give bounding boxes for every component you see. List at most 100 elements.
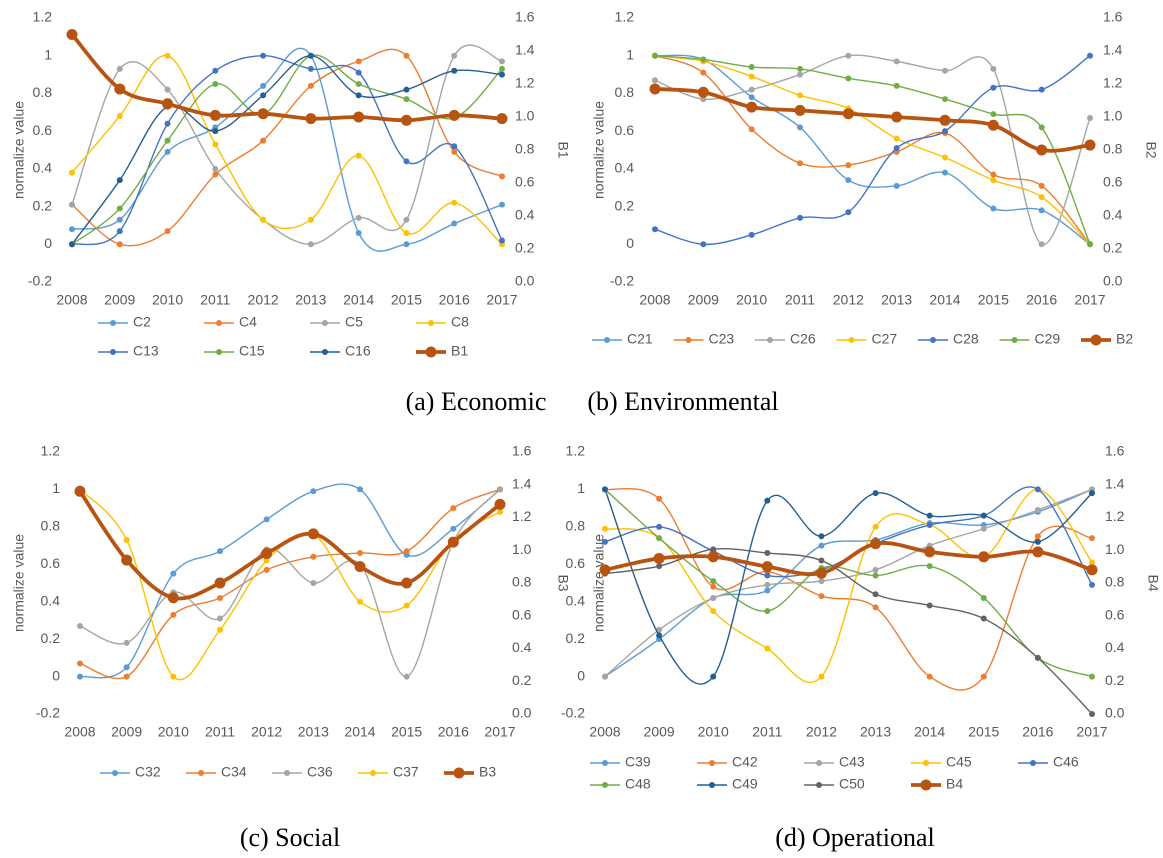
marker (1089, 559, 1095, 566)
legend-marker (685, 337, 692, 343)
marker (980, 615, 987, 622)
legend-label: C42 (732, 754, 758, 770)
marker (403, 52, 410, 59)
marker (748, 73, 755, 80)
marker (307, 528, 319, 540)
marker (797, 65, 803, 72)
marker (261, 548, 273, 560)
marker (263, 557, 270, 564)
line (654, 87, 1091, 153)
marker (697, 86, 709, 98)
marker (448, 109, 460, 121)
marker (496, 113, 508, 125)
marker (77, 623, 83, 630)
marker (307, 82, 314, 89)
marker (656, 523, 663, 530)
marker (872, 566, 879, 573)
marker (872, 572, 879, 579)
marker (305, 113, 317, 125)
legend-marker (604, 337, 610, 343)
marker (260, 92, 267, 99)
marker (1089, 673, 1095, 680)
y-axis-label: normalize value (591, 534, 607, 632)
series: C8 (69, 52, 505, 330)
x-tick-label: 2014 (343, 292, 374, 308)
x-tick-label: 2012 (806, 724, 837, 740)
line (654, 54, 1091, 245)
marker (942, 96, 948, 103)
marker (401, 577, 413, 589)
marker (167, 592, 179, 604)
marker (212, 81, 219, 87)
marker (939, 114, 951, 126)
marker (926, 673, 933, 680)
y-tick-label: 0.8 (33, 84, 53, 100)
x-tick-label: 2015 (968, 724, 999, 740)
x-tick-label: 2017 (1076, 724, 1107, 740)
marker (212, 165, 219, 172)
x-tick-label: 2010 (698, 724, 729, 740)
marker (217, 548, 223, 555)
marker (764, 587, 771, 594)
marker (980, 673, 987, 680)
marker (980, 525, 987, 532)
marker (77, 673, 83, 680)
series: C28 (652, 52, 1093, 347)
marker (1038, 124, 1045, 131)
y-tick-label: 0.4 (41, 592, 61, 608)
x-tick-label: 2015 (391, 292, 422, 308)
line (604, 489, 1093, 685)
marker (942, 128, 948, 135)
legend-marker (923, 760, 929, 766)
series: C5 (69, 44, 505, 330)
marker (116, 216, 123, 223)
x-tick-label: 2008 (56, 292, 87, 308)
series: C48 (590, 486, 1095, 792)
marker (69, 169, 75, 176)
y2-tick-label: 1.4 (515, 42, 535, 58)
legend-marker (216, 320, 222, 326)
legend-label: C4 (239, 314, 257, 330)
marker (170, 673, 177, 680)
legend-label: C50 (839, 776, 865, 792)
marker (746, 101, 758, 113)
caption: (d) Operational (775, 823, 935, 852)
y-tick-label: 0 (44, 235, 52, 251)
y2-tick-label: 1.4 (1103, 42, 1123, 58)
marker (1038, 86, 1045, 93)
legend-label: C2 (133, 314, 151, 330)
series: C26 (652, 52, 1093, 347)
marker (451, 199, 458, 206)
legend-label: C29 (1035, 331, 1061, 347)
series: B1 (66, 29, 508, 359)
marker (260, 216, 267, 223)
y-tick-label: 0 (52, 667, 60, 683)
marker (403, 602, 410, 609)
marker (602, 538, 608, 545)
line (604, 541, 1093, 577)
marker (499, 173, 505, 180)
marker (310, 553, 317, 560)
series: C16 (69, 52, 505, 359)
marker (602, 486, 608, 493)
y2-tick-label: 1.6 (512, 443, 532, 459)
marker (700, 241, 707, 248)
line (70, 33, 503, 123)
legend-marker (816, 782, 822, 788)
legend-label: B2 (1116, 331, 1133, 347)
legend-marker (767, 337, 773, 343)
line (654, 55, 1091, 245)
marker (1089, 581, 1095, 588)
legend-marker (425, 346, 437, 358)
x-tick-label: 2016 (1022, 724, 1053, 740)
x-tick-label: 2013 (860, 724, 891, 740)
marker (403, 216, 410, 223)
marker (212, 141, 219, 148)
marker (872, 591, 879, 598)
series: C46 (602, 486, 1095, 770)
marker (926, 602, 933, 609)
marker (123, 673, 130, 680)
marker (355, 229, 362, 236)
marker (649, 83, 661, 95)
marker (307, 52, 314, 59)
